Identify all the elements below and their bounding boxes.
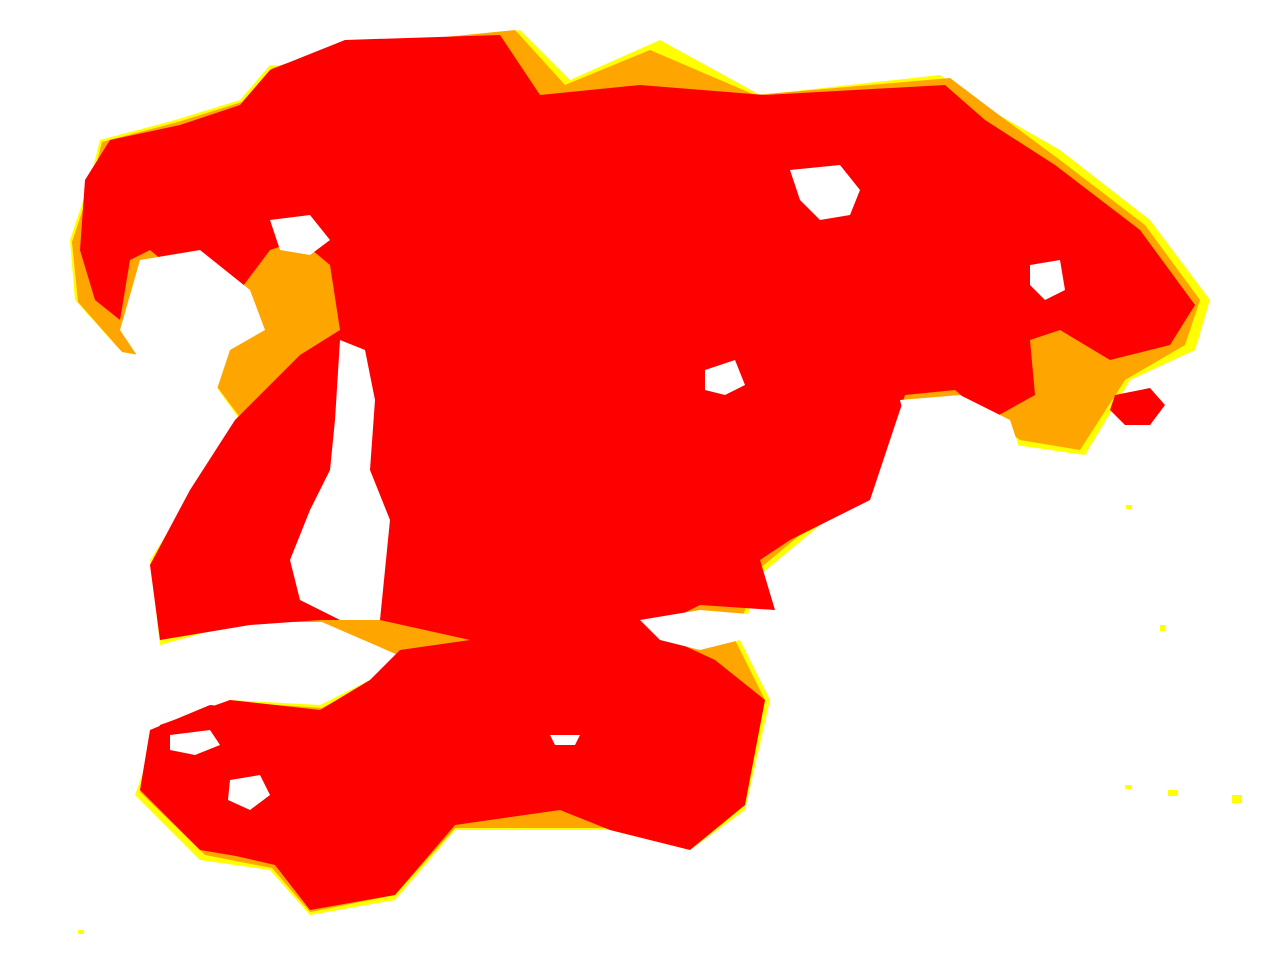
gap-south-inlet [640, 610, 760, 650]
gap-mid-east [705, 360, 745, 395]
gap-west-bay [120, 250, 265, 395]
low-dot-6 [1160, 625, 1165, 631]
low-dot-4 [1126, 505, 1132, 509]
high-zone-main [80, 35, 1195, 910]
gap-southwest-2 [228, 775, 270, 810]
gap-central-channel [290, 340, 390, 620]
high-zone-east-islet [1110, 388, 1165, 425]
gap-north-channel [270, 215, 330, 255]
gap-southwest-1 [170, 730, 220, 755]
gap-east-bay [900, 395, 1020, 470]
low-dot-5 [78, 930, 84, 934]
low-dot-3 [1232, 795, 1242, 803]
gap-east-lake [1030, 260, 1065, 300]
gap-northeast [790, 165, 860, 220]
low-dot-1 [1125, 785, 1131, 789]
gap-layer [120, 165, 1065, 810]
low-dot-2 [1168, 790, 1178, 796]
gap-south-lake [550, 735, 580, 745]
